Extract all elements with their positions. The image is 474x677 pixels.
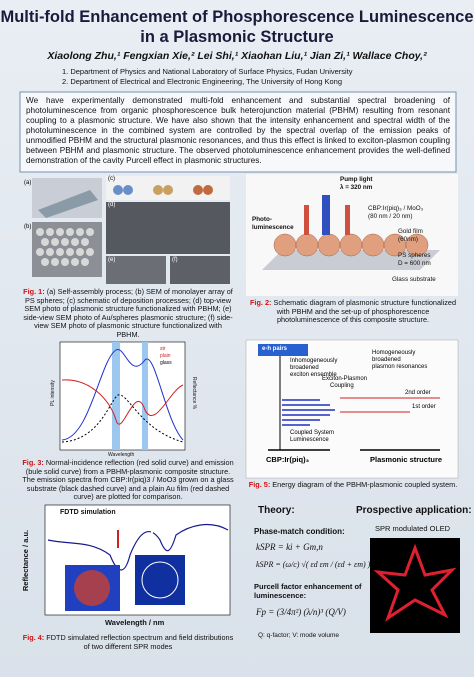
theory-heading: Theory: — [258, 505, 295, 516]
diagram-label: Pump light — [340, 176, 373, 183]
affiliation: 2. Department of Electrical and Electron… — [62, 77, 343, 86]
title-line: Multi-fold Enhancement of Phosphorescenc… — [0, 8, 474, 26]
fig-label: Fig. 4: — [22, 633, 45, 642]
legend-entry: str — [160, 346, 166, 352]
diagram-label: Glass substrate — [392, 276, 436, 283]
subheading: Phase-match condition: — [254, 527, 345, 536]
diagram-label: (60nm) — [398, 236, 418, 243]
x-label: Wavelength — [108, 452, 135, 458]
diagram-label: 2nd order — [405, 390, 431, 396]
panel-label: (b) — [24, 224, 32, 230]
equation: Fp = (3/4π²) (λ/n)³ (Q/V) — [256, 607, 346, 617]
diagram-label: plasmon resonances — [372, 364, 428, 370]
y-label: PL intensity — [49, 380, 56, 406]
legend-entry: glass — [160, 360, 172, 366]
diagram-label: Photo- — [252, 216, 272, 223]
fig1-caption: Fig. 1: (a) Self-assembly process; (b) S… — [22, 287, 234, 340]
fig3 — [59, 341, 186, 451]
fig2 — [246, 174, 458, 296]
diagram-label: PS spheres — [398, 252, 431, 259]
diagram-label: D = 600 nm — [398, 260, 431, 267]
diagram-label: Luminescence — [290, 437, 329, 443]
abstract: We have experimentally demonstrated mult… — [26, 96, 451, 165]
diagram-label: exciton ensemble — [290, 372, 337, 378]
diagram-label: e-h pairs — [262, 346, 288, 352]
note: Q: q-factor; V: mode volume — [258, 632, 340, 639]
diagram-label: broadened — [372, 357, 401, 363]
panel-label: (d) — [108, 202, 116, 208]
y2-label: Reflectance % — [191, 376, 198, 410]
diagram-label: CBP:Ir(piq)₃ — [266, 455, 310, 464]
panel-label: (e) — [108, 257, 116, 263]
equation: kSPR = (ω/c) √( εd εm / (εd + εm) ) — [256, 560, 371, 569]
diagram-label: Exciton-Plasmon — [322, 376, 368, 382]
diagram-label: broadened — [290, 365, 319, 371]
diagram-label: luminescence — [252, 224, 294, 231]
fig5-caption: Fig. 5: Energy diagram of the PBHM-plasm… — [248, 480, 458, 490]
fig4 — [44, 504, 231, 616]
panel-label: (f) — [172, 257, 178, 263]
fig-label: Fig. 2: — [249, 298, 272, 307]
diagram-label: λ = 320 nm — [340, 184, 373, 191]
legend-entry: plain — [160, 353, 171, 359]
fig1 — [32, 176, 230, 284]
fig4-caption: Fig. 4: FDTD simulated reflection spectr… — [22, 633, 234, 651]
title-line: in a Plasmonic Structure — [140, 28, 334, 46]
diagram-label: CBP:Ir(piq)₃ / MoO₃ — [368, 205, 424, 212]
panel-label: (a) — [24, 180, 32, 186]
caption: Energy diagram of the PBHM-plasmonic cou… — [272, 480, 458, 489]
diagram-label: Gold film — [398, 228, 423, 235]
fig-label: Fig. 3: — [22, 458, 44, 467]
application-subtitle: SPR modulated OLED — [375, 524, 451, 533]
fig2-caption: Fig. 2: Schematic diagram of plasmonic s… — [248, 298, 458, 325]
fig5 — [245, 339, 459, 479]
diagram-label: Plasmonic structure — [370, 455, 443, 464]
y-label: Reflectance / a.u. — [21, 529, 31, 592]
fig-label: Fig. 5: — [248, 480, 271, 489]
diagram-label: Coupling — [330, 383, 354, 389]
diagram-label: Coupled System — [290, 430, 335, 436]
equation: kSPR = ki + Gm,n — [256, 542, 323, 552]
caption: FDTD simulated reflection spectrum and f… — [46, 633, 234, 651]
authors: Xiaolong Zhu,¹ Fengxian Xie,² Lei Shi,¹ … — [47, 50, 427, 62]
fig4-title: FDTD simulation — [60, 509, 116, 516]
caption: (a) Self-assembly process; (b) SEM of mo… — [23, 287, 233, 339]
abstract-box — [19, 91, 457, 173]
panel-label: (c) — [108, 176, 115, 182]
caption: Schematic diagram of plasmonic structure… — [273, 298, 457, 325]
x-label: Wavelength / nm — [105, 618, 165, 627]
fig-label: Fig. 1: — [23, 287, 45, 296]
diagram-label: (80 nm / 20 nm) — [368, 213, 413, 220]
diagram-label: Homogeneously — [372, 350, 416, 356]
diagram-label: Inhomogeneously — [290, 358, 338, 364]
subheading: Purcell factor enhancement of luminescen… — [254, 582, 362, 600]
oled-photo — [370, 538, 460, 633]
caption: Normal-incidence reflection (red solid c… — [22, 458, 234, 502]
affiliation: 1. Department of Physics and National La… — [62, 67, 353, 76]
fig3-caption: Fig. 3: Normal-incidence reflection (red… — [22, 458, 234, 502]
application-heading: Prospective application: — [356, 505, 472, 516]
diagram-label: 1st order — [412, 404, 436, 410]
